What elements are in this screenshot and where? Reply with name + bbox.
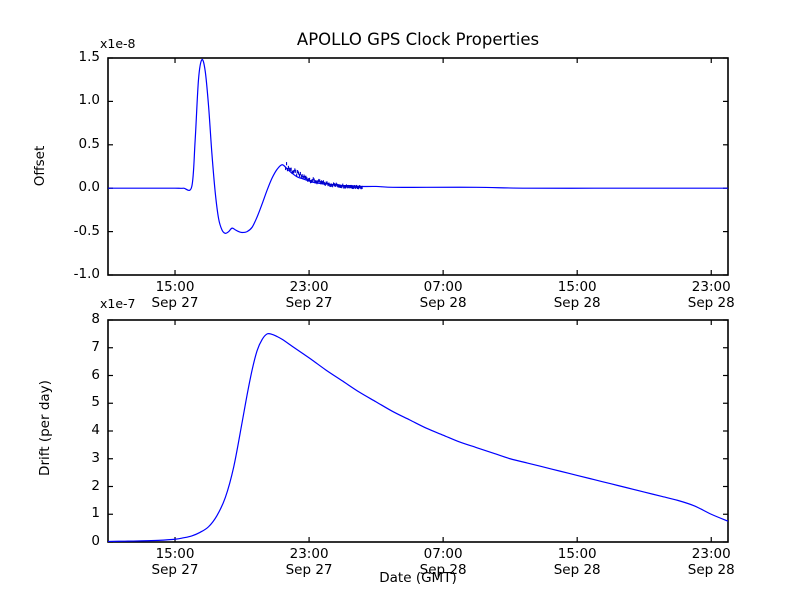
bottom-ytick-label: 8 [91, 311, 100, 327]
bottom-ytick-label: 2 [91, 477, 100, 494]
top-xtick-label: 23:00 Sep 28 [651, 279, 771, 311]
top-ytick-label: -1.0 [73, 266, 100, 282]
xtick-time: 23:00 [289, 546, 329, 562]
xtick-time: 15:00 [557, 279, 597, 295]
bottom-ytick-label: 1 [91, 505, 100, 522]
offset-series-noise-markers [285, 162, 363, 190]
top-ytick-label: -0.5 [73, 222, 100, 239]
bottom-ytick-label: 5 [91, 394, 100, 411]
xtick-date: Sep 28 [687, 562, 735, 578]
xtick-date: Sep 28 [419, 562, 467, 578]
xtick-time: 23:00 [691, 279, 731, 295]
top-xtick-label: 23:00 Sep 27 [249, 279, 369, 311]
top-axes-multiplier: x1e-8 [100, 36, 136, 51]
xtick-date: Sep 27 [285, 295, 333, 311]
top-ytick-label: 0.5 [78, 135, 100, 152]
bottom-xtick-label: 07:00 Sep 28 [383, 546, 503, 578]
figure-xlabel: Date (GMT) [379, 570, 457, 586]
top-axes-ylabel: Offset [32, 145, 48, 187]
xtick-time: 15:00 [557, 546, 597, 562]
top-xtick-label: 07:00 Sep 28 [383, 279, 503, 311]
xtick-date: Sep 28 [553, 295, 601, 311]
xtick-time: 23:00 [691, 546, 731, 562]
xtick-date: Sep 27 [285, 562, 333, 578]
xtick-time: 23:00 [289, 279, 329, 295]
top-xtick-label: 15:00 Sep 28 [517, 279, 637, 311]
xtick-time: 15:00 [155, 279, 195, 295]
top-axes-frame [107, 57, 729, 276]
xtick-date: Sep 28 [687, 295, 735, 311]
bottom-ytick-label: 3 [91, 449, 100, 466]
drift-series-line [107, 332, 729, 543]
xtick-date: Sep 27 [151, 562, 199, 578]
figure-title: APOLLO GPS Clock Properties [296, 30, 540, 49]
xtick-date: Sep 28 [553, 562, 601, 578]
bottom-axes-ticks [108, 319, 728, 543]
bottom-ytick-label: 0 [91, 533, 100, 549]
bottom-ytick-label: 4 [91, 422, 100, 438]
xtick-date: Sep 28 [419, 295, 467, 311]
bottom-xtick-label: 23:00 Sep 28 [651, 546, 771, 578]
bottom-axes-frame [107, 319, 729, 543]
bottom-axes-multiplier: x1e-7 [100, 296, 136, 311]
bottom-xtick-label: 23:00 Sep 27 [249, 546, 369, 578]
top-ytick-label: 1.5 [78, 49, 100, 65]
top-ytick-label: 0.0 [78, 179, 100, 196]
xtick-date: Sep 27 [151, 295, 199, 311]
bottom-ytick-label: 7 [91, 338, 100, 355]
bottom-xtick-label: 15:00 Sep 28 [517, 546, 637, 578]
top-xtick-label: 15:00 Sep 27 [115, 279, 235, 311]
xtick-time: 07:00 [423, 546, 463, 562]
top-ytick-label: 1.0 [78, 92, 100, 109]
bottom-ytick-label: 6 [91, 366, 100, 383]
bottom-xtick-label: 15:00 Sep 27 [115, 546, 235, 578]
xtick-time: 15:00 [155, 546, 195, 562]
xtick-time: 07:00 [423, 279, 463, 295]
